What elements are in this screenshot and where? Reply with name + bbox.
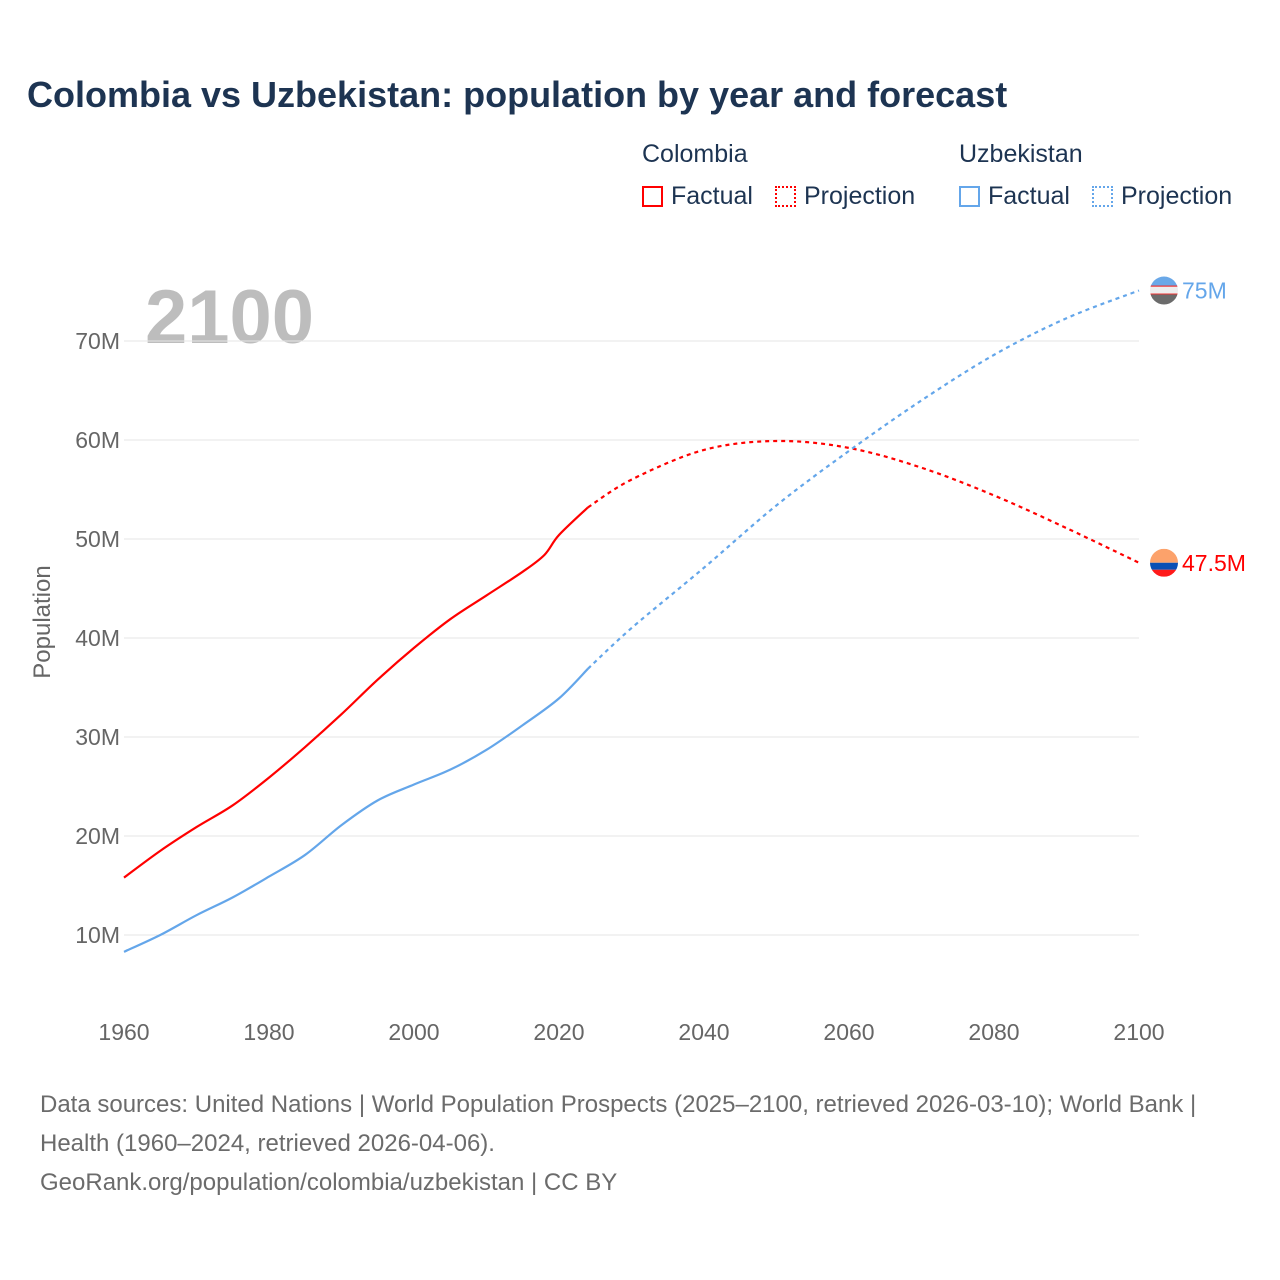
y-tick-label: 30M: [75, 724, 120, 750]
legend-label: Factual: [988, 182, 1070, 210]
chart-title: Colombia vs Uzbekistan: population by ye…: [27, 74, 1008, 115]
source-link[interactable]: GeoRank.org/population/colombia/uzbekist…: [40, 1169, 618, 1196]
legend-item-colombia-factual[interactable]: Factual: [642, 182, 753, 211]
legend-group-title: Colombia: [642, 140, 748, 168]
dotted-swatch-icon: [775, 186, 796, 207]
legend-label: Projection: [804, 182, 916, 210]
legend-item-uzbekistan-factual[interactable]: Factual: [959, 182, 1070, 211]
y-tick-label: 10M: [75, 922, 120, 948]
y-tick-label: 60M: [75, 427, 120, 453]
colombia-factual-line: [123, 506, 589, 879]
x-tick-label: 1960: [98, 1019, 149, 1045]
y-tick-label: 20M: [75, 823, 120, 849]
legend-label: Factual: [671, 182, 753, 210]
y-tick-label: 40M: [75, 625, 120, 651]
x-tick-label: 2100: [1113, 1019, 1164, 1045]
uzbekistan-flag-marker: [1150, 276, 1178, 305]
year-watermark: 2100: [145, 275, 314, 360]
uzbekistan-projection-line: [587, 289, 1140, 670]
x-tick-label: 2080: [968, 1019, 1019, 1045]
legend-item-uzbekistan-projection[interactable]: Projection: [1092, 182, 1232, 211]
data-sources: Data sources: United Nations | World Pop…: [40, 1091, 1197, 1157]
y-tick-label: 70M: [75, 328, 120, 354]
x-tick-label: 2020: [533, 1019, 584, 1045]
legend-group-colombia: Colombia Factual Projection: [642, 140, 915, 210]
x-tick-label: 2040: [678, 1019, 729, 1045]
legend-group-title: Uzbekistan: [959, 140, 1083, 168]
x-tick-label: 1980: [243, 1019, 294, 1045]
colombia-projection-line: [587, 439, 1140, 564]
legend-item-colombia-projection[interactable]: Projection: [775, 182, 915, 211]
legend-group-uzbekistan: Uzbekistan Factual Projection: [959, 140, 1232, 210]
solid-swatch-icon: [959, 186, 980, 207]
y-tick-label: 50M: [75, 526, 120, 552]
footer: Data sources: United Nations | World Pop…: [40, 1085, 1230, 1202]
colombia-end-label: 47.5M: [1182, 550, 1246, 576]
x-tick-label: 2060: [823, 1019, 874, 1045]
uzbekistan-factual-line: [123, 667, 589, 953]
y-axis-label: Population: [29, 565, 56, 678]
x-tick-label: 2000: [388, 1019, 439, 1045]
solid-swatch-icon: [642, 186, 663, 207]
uzbekistan-end-label: 75M: [1182, 278, 1227, 304]
colombia-flag-marker: [1150, 548, 1178, 577]
dotted-swatch-icon: [1092, 186, 1113, 207]
legend-label: Projection: [1121, 182, 1233, 210]
